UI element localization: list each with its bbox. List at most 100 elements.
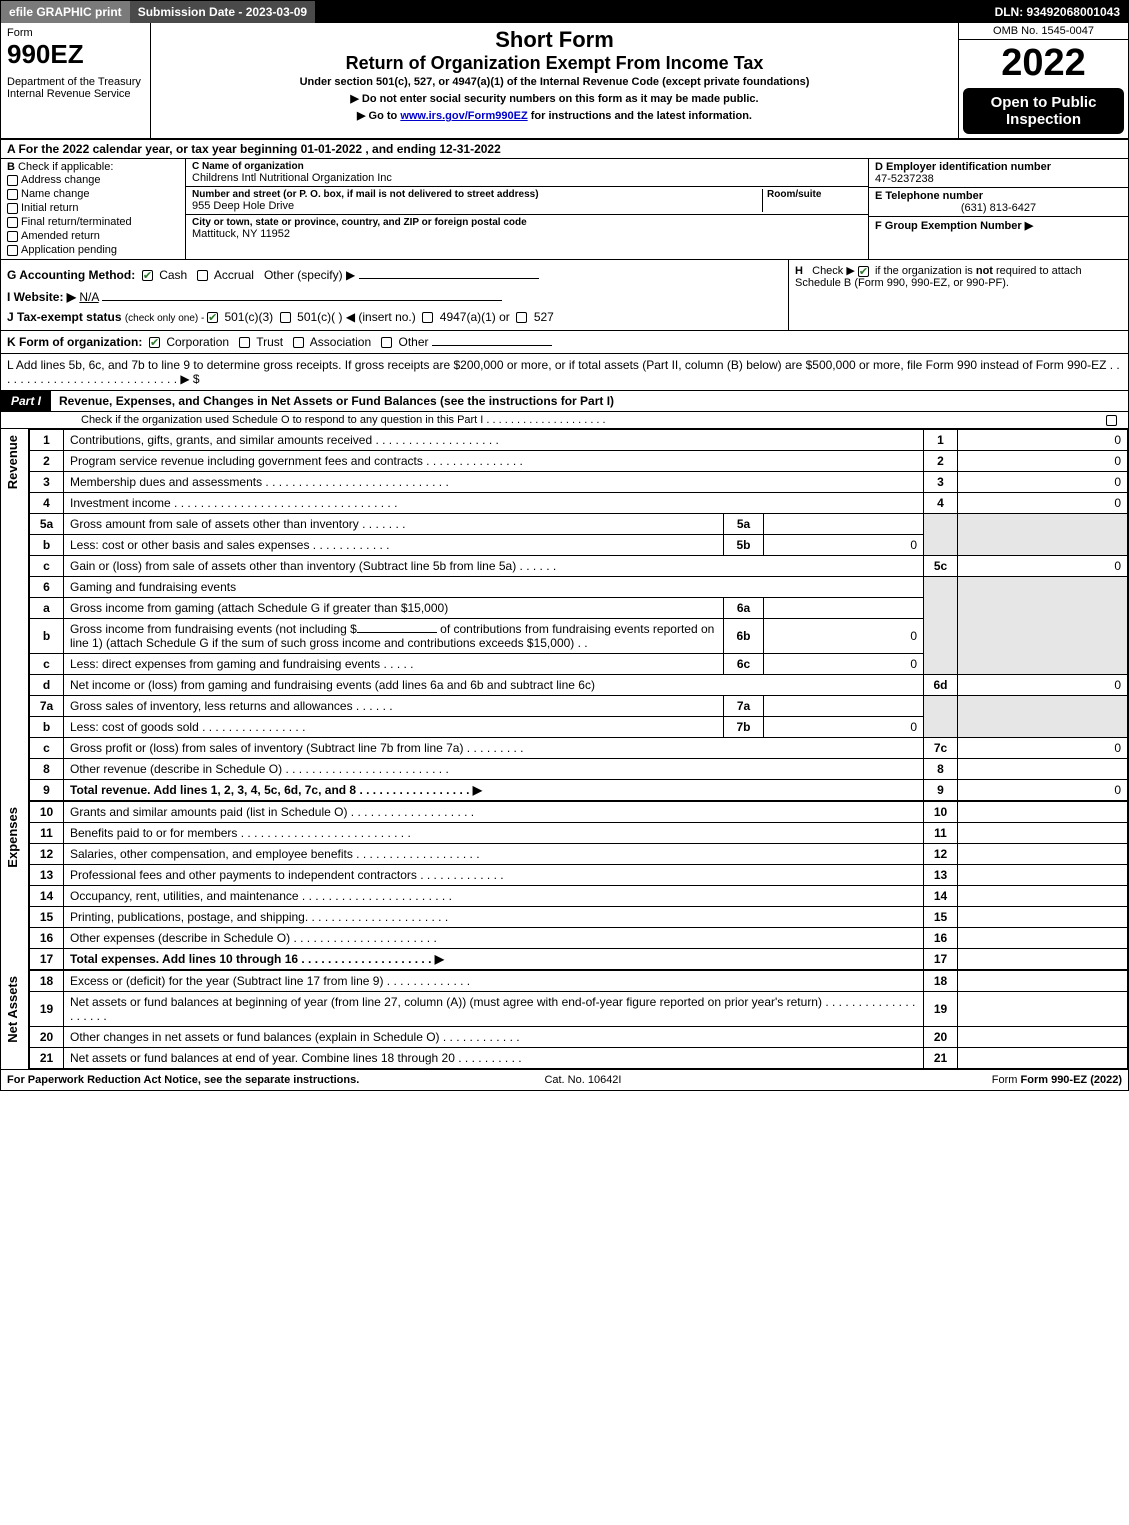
- form-page: efile GRAPHIC print Submission Date - 20…: [0, 0, 1129, 1091]
- k-other-line[interactable]: [432, 345, 552, 346]
- j-4947: 4947(a)(1) or: [440, 310, 510, 324]
- org-name: Childrens Intl Nutritional Organization …: [192, 172, 862, 184]
- efile-print[interactable]: efile GRAPHIC print: [1, 1, 130, 23]
- chk-initial[interactable]: Initial return: [7, 201, 179, 215]
- c-street-label: Number and street (or P. O. box, if mail…: [192, 189, 762, 200]
- submission-date: Submission Date - 2023-03-09: [130, 1, 315, 23]
- line-12: 12Salaries, other compensation, and empl…: [30, 844, 1128, 865]
- omb-no: OMB No. 1545-0047: [959, 23, 1128, 40]
- checkbox-icon: [7, 217, 18, 228]
- c-city-label: City or town, state or province, country…: [192, 217, 862, 228]
- h-not: not: [976, 265, 993, 277]
- j-501c3: 501(c)(3): [224, 310, 273, 324]
- line-19: 19Net assets or fund balances at beginni…: [30, 992, 1128, 1027]
- open-public: Open to Public Inspection: [963, 88, 1124, 134]
- goto-pre: ▶ Go to: [357, 110, 400, 122]
- chk-address[interactable]: Address change: [7, 173, 179, 187]
- chk-501c3[interactable]: [207, 312, 218, 323]
- line-5c: cGain or (loss) from sale of assets othe…: [30, 556, 1128, 577]
- part-i-sub-text: Check if the organization used Schedule …: [81, 414, 606, 426]
- line-13: 13Professional fees and other payments t…: [30, 865, 1128, 886]
- k-label: K Form of organization:: [7, 335, 142, 349]
- checkbox-icon: [7, 175, 18, 186]
- pointer-ssn: ▶ Do not enter social security numbers o…: [157, 90, 952, 107]
- line-1: 1Contributions, gifts, grants, and simil…: [30, 430, 1128, 451]
- section-gi: G Accounting Method: Cash Accrual Other …: [1, 260, 788, 330]
- page-footer: For Paperwork Reduction Act Notice, see …: [1, 1069, 1128, 1090]
- row-a-text: A For the 2022 calendar year, or tax yea…: [7, 142, 501, 156]
- revenue-block: Revenue 1Contributions, gifts, grants, a…: [1, 429, 1128, 801]
- 6b-blank[interactable]: [357, 632, 437, 633]
- chk-other[interactable]: [381, 337, 392, 348]
- chk-name[interactable]: Name change: [7, 187, 179, 201]
- j-527: 527: [534, 310, 554, 324]
- g-label: G Accounting Method:: [7, 268, 135, 282]
- form-number: 990EZ: [7, 39, 144, 70]
- website-line: [102, 300, 502, 301]
- phone: (631) 813-6427: [875, 202, 1122, 214]
- line-7c: cGross profit or (loss) from sales of in…: [30, 738, 1128, 759]
- org-street: 955 Deep Hole Drive: [192, 200, 762, 212]
- d-label: D Employer identification number: [875, 161, 1051, 173]
- footer-cat: Cat. No. 10642I: [544, 1074, 621, 1086]
- checkbox-accrual[interactable]: [197, 270, 208, 281]
- footer-left: For Paperwork Reduction Act Notice, see …: [7, 1074, 359, 1086]
- chk-amended[interactable]: Amended return: [7, 229, 179, 243]
- netassets-block: Net Assets 18Excess or (deficit) for the…: [1, 970, 1128, 1069]
- line-20: 20Other changes in net assets or fund ba…: [30, 1027, 1128, 1048]
- header-left: Form 990EZ Department of the Treasury In…: [1, 23, 151, 138]
- line-6d: dNet income or (loss) from gaming and fu…: [30, 675, 1128, 696]
- checkbox-icon: [7, 245, 18, 256]
- chk-corp[interactable]: [149, 337, 160, 348]
- h-label: H: [795, 265, 803, 277]
- checkbox-icon: [7, 231, 18, 242]
- chk-final[interactable]: Final return/terminated: [7, 215, 179, 229]
- chk-assoc[interactable]: [293, 337, 304, 348]
- line-14: 14Occupancy, rent, utilities, and mainte…: [30, 886, 1128, 907]
- side-expenses: Expenses: [1, 801, 29, 970]
- subtitle: Under section 501(c), 527, or 4947(a)(1)…: [157, 74, 952, 90]
- chk-pending[interactable]: Application pending: [7, 243, 179, 257]
- title-return: Return of Organization Exempt From Incom…: [157, 53, 952, 74]
- chk-4947[interactable]: [422, 312, 433, 323]
- chk-527[interactable]: [516, 312, 527, 323]
- top-bar: efile GRAPHIC print Submission Date - 20…: [1, 1, 1128, 23]
- k-trust: Trust: [256, 335, 283, 349]
- chk-501c[interactable]: [280, 312, 291, 323]
- row-a: A For the 2022 calendar year, or tax yea…: [1, 140, 1128, 159]
- part-i-tag: Part I: [1, 391, 51, 411]
- h-t1: Check ▶: [812, 265, 858, 277]
- line-17: 17Total expenses. Add lines 10 through 1…: [30, 949, 1128, 970]
- line-9: 9Total revenue. Add lines 1, 2, 3, 4, 5c…: [30, 780, 1128, 801]
- row-l: L Add lines 5b, 6c, and 7b to line 9 to …: [1, 354, 1128, 391]
- side-netassets: Net Assets: [1, 970, 29, 1069]
- ein: 47-5237238: [875, 173, 934, 185]
- k-assoc: Association: [310, 335, 371, 349]
- g-cash: Cash: [159, 268, 187, 282]
- g-other: Other (specify) ▶: [264, 268, 355, 282]
- line-16: 16Other expenses (describe in Schedule O…: [30, 928, 1128, 949]
- goto-link[interactable]: www.irs.gov/Form990EZ: [400, 110, 527, 122]
- line-18: 18Excess or (deficit) for the year (Subt…: [30, 971, 1128, 992]
- k-corp: Corporation: [166, 335, 229, 349]
- chk-trust[interactable]: [239, 337, 250, 348]
- b-label: B: [7, 161, 15, 173]
- j-label: J Tax-exempt status: [7, 310, 122, 324]
- h-t2: if the organization is: [875, 265, 976, 277]
- line-11: 11Benefits paid to or for members . . . …: [30, 823, 1128, 844]
- line-6: 6Gaming and fundraising events: [30, 577, 1128, 598]
- expenses-block: Expenses 10Grants and similar amounts pa…: [1, 801, 1128, 970]
- checkbox-icon: [1106, 415, 1117, 426]
- pointer-goto: ▶ Go to www.irs.gov/Form990EZ for instru…: [157, 107, 952, 124]
- g-other-line[interactable]: [359, 278, 539, 279]
- section-c: C Name of organization Childrens Intl Nu…: [186, 159, 868, 259]
- checkbox-cash[interactable]: [142, 270, 153, 281]
- chk-schedule-o[interactable]: [1106, 414, 1120, 426]
- chk-schedule-b[interactable]: [858, 266, 869, 277]
- title-short-form: Short Form: [157, 27, 952, 53]
- e-label: E Telephone number: [875, 190, 983, 202]
- line-21: 21Net assets or fund balances at end of …: [30, 1048, 1128, 1069]
- header-center: Short Form Return of Organization Exempt…: [151, 23, 958, 138]
- row-k: K Form of organization: Corporation Trus…: [1, 331, 1128, 354]
- form-word: Form: [7, 27, 144, 39]
